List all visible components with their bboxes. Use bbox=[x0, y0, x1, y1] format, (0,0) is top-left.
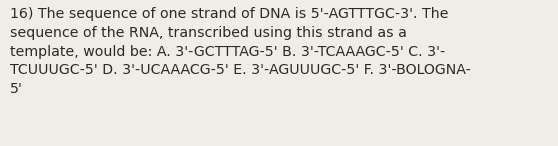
Text: 16) The sequence of one strand of DNA is 5'-AGTTTGC-3'. The
sequence of the RNA,: 16) The sequence of one strand of DNA is… bbox=[10, 7, 471, 96]
